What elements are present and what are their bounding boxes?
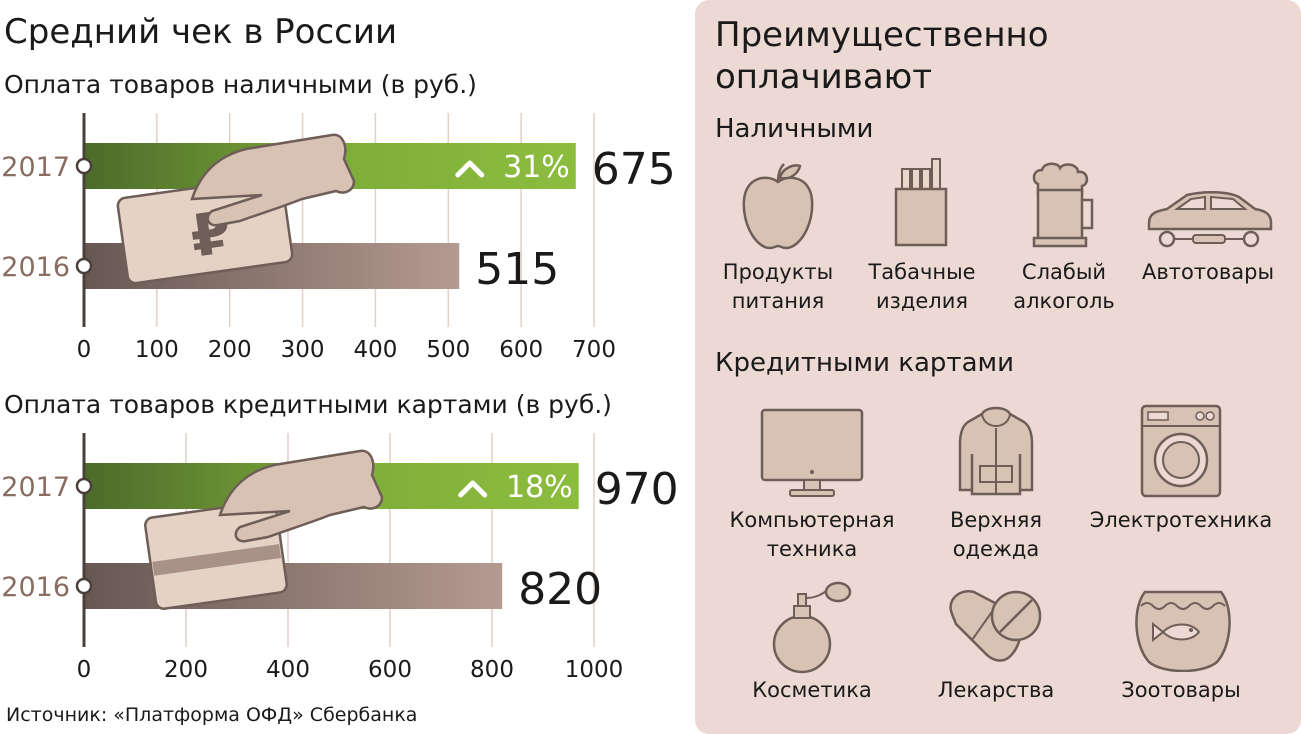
change-label: 31% — [503, 150, 570, 185]
change-label: 18% — [506, 470, 573, 505]
tick-label: 0 — [77, 657, 92, 683]
tick-label: 300 — [281, 337, 325, 363]
year-marker — [75, 577, 93, 595]
panel-title: Преимущественно оплачивают — [715, 14, 1049, 98]
aquarium-icon — [1135, 590, 1231, 672]
cash-heading: Наличными — [715, 114, 874, 144]
tick-label: 200 — [164, 657, 208, 683]
perfume-icon — [772, 581, 852, 674]
category-label-cosmetics: Косметика — [752, 678, 872, 702]
year-marker — [75, 477, 93, 495]
tick-label: 500 — [426, 337, 470, 363]
category-label-alcohol: Слабый алкоголь — [1013, 260, 1115, 313]
tick-label: 1000 — [565, 657, 624, 683]
year-marker — [75, 257, 93, 275]
hand-with-card-icon — [144, 449, 384, 610]
year-label-2016: 2016 — [1, 252, 70, 283]
up-arrow-icon — [458, 480, 488, 498]
category-label-auto: Автотовары — [1141, 260, 1275, 284]
cash-chart-title: Оплата товаров наличными (в руб.) — [4, 70, 477, 99]
bar-2016 — [84, 563, 503, 609]
value-label-2017: 970 — [595, 464, 679, 515]
tick-label: 100 — [135, 337, 179, 363]
category-label-food: Продукты питания — [722, 260, 834, 313]
beer-mug-icon — [1032, 162, 1094, 248]
cash-chart: ₽31% 675 515 2017 2016 0 100 200 300 400 500 600 700 — [1, 113, 676, 363]
tick-label: 600 — [499, 337, 543, 363]
category-label-pets: Зоотовары — [1121, 678, 1241, 702]
tick-label: 400 — [353, 337, 397, 363]
tick-label: 0 — [77, 337, 92, 363]
panel-title-line1: Преимущественно — [715, 15, 1049, 55]
category-label-electronics: Электротехника — [1089, 508, 1273, 532]
hoodie-icon — [958, 406, 1034, 496]
tick-label: 600 — [368, 657, 412, 683]
category-label-tobacco: Табачные изделия — [868, 260, 976, 313]
car-icon — [1147, 191, 1273, 248]
cigarettes-icon — [894, 158, 948, 247]
source-note: Источник: «Платформа ОФД» Сбербанка — [6, 704, 418, 726]
monitor-icon — [760, 408, 864, 497]
category-label-outerwear: Верхняя одежда — [949, 508, 1043, 561]
category-label-computers: Компьютерная техника — [729, 508, 895, 561]
year-marker — [75, 157, 93, 175]
category-label-medicine: Лекарства — [937, 678, 1055, 702]
hand-with-cash-icon: ₽ — [116, 133, 356, 285]
panel-title-line2: оплачивают — [715, 57, 933, 97]
page-title: Средний чек в России — [4, 12, 398, 52]
year-label-2016: 2016 — [1, 572, 70, 603]
year-label-2017: 2017 — [1, 472, 70, 503]
tick-label: 200 — [208, 337, 252, 363]
year-label-2017: 2017 — [1, 152, 70, 183]
tick-label: 800 — [470, 657, 514, 683]
tick-label: 400 — [266, 657, 310, 683]
tick-label: 700 — [572, 337, 616, 363]
apple-icon — [742, 163, 814, 250]
card-chart-title: Оплата товаров кредитными картами (в руб… — [4, 390, 612, 419]
cards-heading: Кредитными картами — [715, 348, 1015, 378]
value-label-2017: 675 — [592, 144, 676, 195]
washing-machine-icon — [1140, 404, 1222, 498]
card-chart: 18% 970 820 2017 2016 0 200 400 600 800 1000 — [1, 433, 679, 683]
pills-icon — [949, 589, 1042, 662]
up-arrow-icon — [455, 160, 485, 178]
value-label-2016: 515 — [475, 244, 559, 295]
value-label-2016: 820 — [518, 564, 602, 615]
